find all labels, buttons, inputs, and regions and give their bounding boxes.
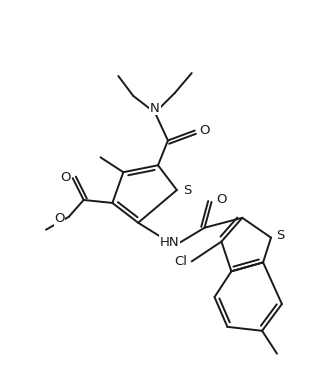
Text: O: O <box>54 212 65 225</box>
Text: Cl: Cl <box>175 255 188 268</box>
Text: O: O <box>200 124 210 137</box>
Text: S: S <box>276 229 284 242</box>
Text: S: S <box>183 183 191 197</box>
Text: N: N <box>150 102 160 115</box>
Text: O: O <box>217 194 227 206</box>
Text: HN: HN <box>160 236 180 249</box>
Text: O: O <box>60 170 71 184</box>
